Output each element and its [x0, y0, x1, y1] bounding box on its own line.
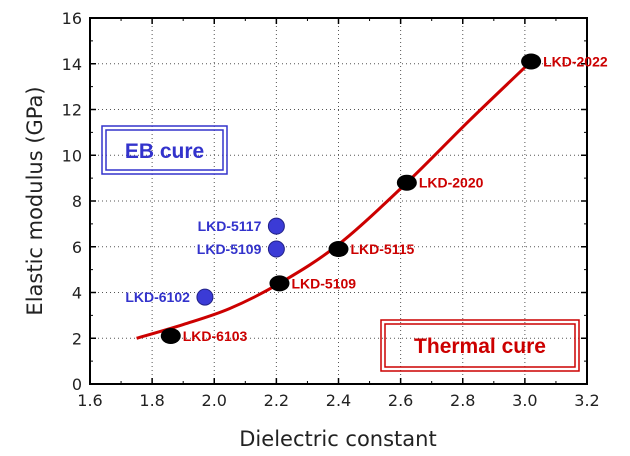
y-tick-label: 8 — [72, 192, 82, 211]
x-tick-label: 2.2 — [264, 391, 289, 410]
x-tick-label: 2.6 — [388, 391, 413, 410]
thermal-point — [328, 241, 349, 258]
y-tick-label: 6 — [72, 238, 82, 257]
data-points: LKD-6103 LKD-5109 LKD-5115 LKD-2020 LKD-2022… — [125, 53, 608, 344]
eb-point-label: LKD-5117 — [198, 218, 262, 234]
eb-cure-legend-box: EB cure — [101, 125, 228, 175]
thermal-point-label: LKD-2022 — [543, 53, 608, 69]
x-tick-label: 2.8 — [450, 391, 475, 410]
eb-point-label: LKD-6102 — [125, 289, 190, 305]
thermal-point — [269, 275, 290, 292]
thermal-point-label: LKD-5115 — [351, 241, 415, 257]
thermal-trend-line — [136, 60, 533, 340]
x-tick-label: 1.6 — [77, 391, 102, 410]
y-tick-label: 10 — [62, 146, 82, 165]
y-tick-label: 12 — [62, 101, 82, 120]
y-tick-labels: 0 2 4 6 8 10 12 14 16 — [62, 9, 82, 394]
x-tick-label: 1.8 — [139, 391, 164, 410]
axis-ticks — [89, 17, 588, 385]
x-tick-label: 3.0 — [512, 391, 537, 410]
y-tick-label: 2 — [72, 329, 82, 348]
y-tick-label: 16 — [62, 9, 82, 28]
x-axis-title: Dielectric constant — [239, 427, 436, 451]
thermal-cure-legend-box: Thermal cure — [380, 319, 580, 372]
x-tick-label: 2.0 — [202, 391, 227, 410]
thermal-point — [396, 174, 417, 191]
thermal-point-label: LKD-2020 — [419, 175, 484, 191]
y-tick-label: 4 — [72, 284, 82, 303]
eb-point — [267, 217, 285, 235]
y-tick-label: 14 — [62, 55, 82, 74]
x-tick-label: 2.4 — [326, 391, 351, 410]
x-tick-labels: 1.6 1.8 2.0 2.2 2.4 2.6 2.8 3.0 3.2 — [77, 391, 599, 410]
y-tick-label: 0 — [72, 375, 82, 394]
eb-point — [267, 240, 285, 258]
thermal-point-label: LKD-5109 — [291, 275, 356, 291]
thermal-point — [521, 53, 542, 70]
x-tick-label: 3.2 — [574, 391, 599, 410]
thermal-point — [160, 327, 181, 344]
thermal-point-label: LKD-6103 — [183, 328, 248, 344]
eb-point — [196, 288, 214, 306]
svg-text:EB cure: EB cure — [125, 140, 204, 163]
y-axis-title: Elastic modulus (GPa) — [23, 86, 47, 315]
eb-point-label: LKD-5109 — [197, 241, 262, 257]
svg-text:Thermal cure: Thermal cure — [414, 335, 546, 358]
